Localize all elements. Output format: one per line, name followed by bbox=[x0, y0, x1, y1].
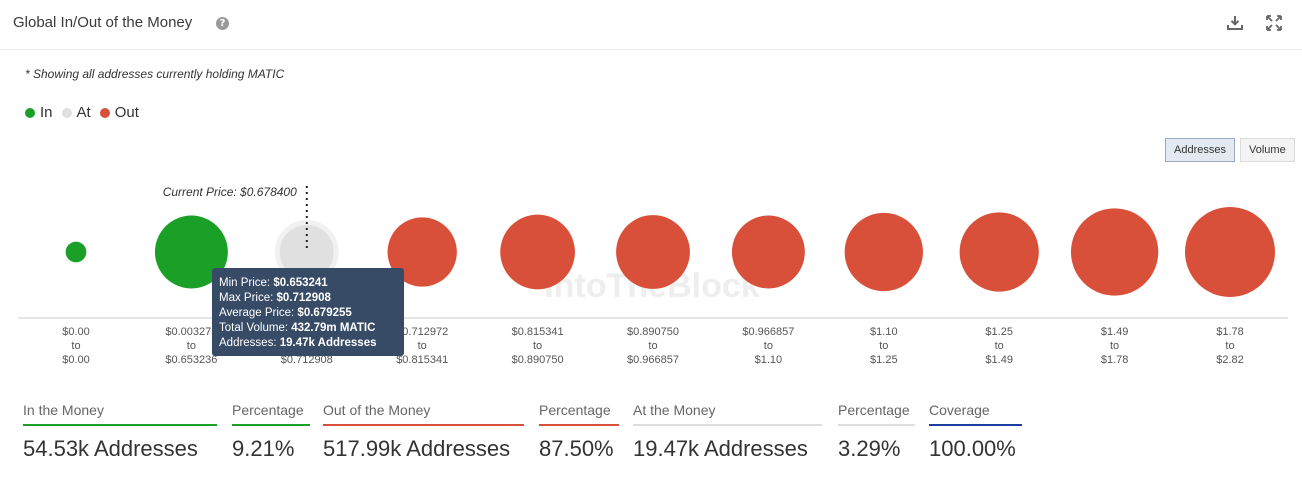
stat-label: Percentage bbox=[232, 402, 310, 426]
stat-value: 100.00% bbox=[929, 436, 1016, 461]
stat-out-of-the-money: Out of the Money 517.99k Addresses bbox=[323, 402, 524, 462]
stat-label: Out of the Money bbox=[323, 402, 524, 426]
range-label: $0.712972 to $0.815341 bbox=[396, 326, 448, 366]
stat-value: 19.47k Addresses bbox=[633, 436, 808, 461]
bubble-out bbox=[731, 215, 805, 289]
range-label: $0.966857 to $1.10 bbox=[742, 326, 794, 366]
stat-value: 9.21% bbox=[232, 436, 295, 461]
tooltip-volume-label: Total Volume: bbox=[219, 322, 289, 334]
bubble-out bbox=[959, 212, 1039, 292]
bubble-out bbox=[844, 212, 923, 292]
range-label: $1.49 to $1.78 bbox=[1101, 326, 1129, 366]
range-label: $1.78 to $2.82 bbox=[1216, 326, 1244, 366]
stat-at-the-money: At the Money 19.47k Addresses bbox=[633, 402, 822, 462]
range-label: $0.815341 to $0.890750 bbox=[512, 326, 564, 366]
range-label: $0.890750 to $0.966857 bbox=[627, 326, 679, 366]
tooltip-avg-price: $0.679255 bbox=[297, 307, 352, 319]
expand-icon[interactable] bbox=[1265, 14, 1283, 32]
legend-dot-at bbox=[61, 107, 72, 118]
legend-item-at[interactable]: At bbox=[61, 104, 91, 121]
range-label: $1.10 to $1.25 bbox=[870, 326, 898, 366]
stat-value: 54.53k Addresses bbox=[23, 436, 198, 461]
legend-label-at: At bbox=[76, 104, 91, 121]
legend-dot-in bbox=[25, 107, 35, 118]
bubble-out bbox=[1070, 208, 1159, 296]
bubble-out bbox=[387, 217, 457, 287]
addresses-toggle-button[interactable]: Addresses bbox=[1165, 138, 1235, 162]
tooltip-addresses: 19.47k Addresses bbox=[279, 337, 377, 349]
bubble-at bbox=[279, 225, 334, 279]
holding-note: * Showing all addresses currently holdin… bbox=[25, 67, 285, 81]
range-label: $0.00 to $0.00 bbox=[62, 326, 90, 366]
volume-toggle-button[interactable]: Volume bbox=[1240, 138, 1295, 162]
current-price-label: Current Price: $0.678400 bbox=[163, 185, 297, 199]
stat-value: 87.50% bbox=[539, 436, 614, 461]
stat-in-the-money: In the Money 54.53k Addresses bbox=[23, 402, 217, 462]
stat-value: 3.29% bbox=[838, 436, 901, 461]
tooltip-avg-price-label: Average Price: bbox=[219, 307, 295, 319]
question-mark-icon[interactable]: ? bbox=[216, 17, 229, 30]
stat-label: In the Money bbox=[23, 402, 217, 426]
bubble-out bbox=[616, 215, 690, 289]
range-label: $1.25 to $1.49 bbox=[985, 326, 1013, 366]
range-label: $0.003275 to $0.653236 bbox=[165, 326, 217, 366]
download-icon[interactable] bbox=[1226, 14, 1244, 32]
stat-label: Percentage bbox=[539, 402, 619, 426]
stat-in-percentage: Percentage 9.21% bbox=[232, 402, 310, 462]
legend-label-out: Out bbox=[114, 104, 139, 121]
legend-item-out[interactable]: Out bbox=[99, 104, 139, 121]
bubble-in bbox=[154, 215, 228, 289]
tooltip-min-price: $0.653241 bbox=[273, 277, 328, 289]
tooltip-max-price: $0.712908 bbox=[276, 292, 331, 304]
chart-tooltip: Min Price: $0.653241 Max Price: $0.71290… bbox=[212, 268, 404, 356]
legend-item-in[interactable]: In bbox=[25, 104, 53, 121]
stat-out-percentage: Percentage 87.50% bbox=[539, 402, 619, 462]
stat-coverage: Coverage 100.00% bbox=[929, 402, 1022, 462]
tooltip-max-price-label: Max Price: bbox=[219, 292, 274, 304]
legend-dot-out bbox=[99, 107, 110, 118]
bubble-in bbox=[65, 241, 87, 263]
bubble-out bbox=[1185, 207, 1275, 297]
stat-label: Percentage bbox=[838, 402, 915, 426]
tooltip-min-price-label: Min Price: bbox=[219, 277, 271, 289]
tooltip-volume: 432.79m MATIC bbox=[291, 322, 376, 334]
widget-header: Global In/Out of the Money ? bbox=[0, 0, 1302, 50]
stat-label: Coverage bbox=[929, 402, 1022, 426]
bubble-out bbox=[500, 214, 575, 290]
tooltip-addresses-label: Addresses: bbox=[219, 337, 277, 349]
stat-value: 517.99k Addresses bbox=[323, 436, 511, 461]
widget-title: Global In/Out of the Money bbox=[13, 14, 193, 31]
legend: In At Out bbox=[25, 104, 148, 121]
legend-label-in: In bbox=[40, 104, 53, 121]
stat-label: At the Money bbox=[633, 402, 822, 426]
stat-at-percentage: Percentage 3.29% bbox=[838, 402, 915, 462]
bubble-chart: IntoTheBlock$0.00to$0.00$0.003275to$0.65… bbox=[18, 185, 1288, 366]
